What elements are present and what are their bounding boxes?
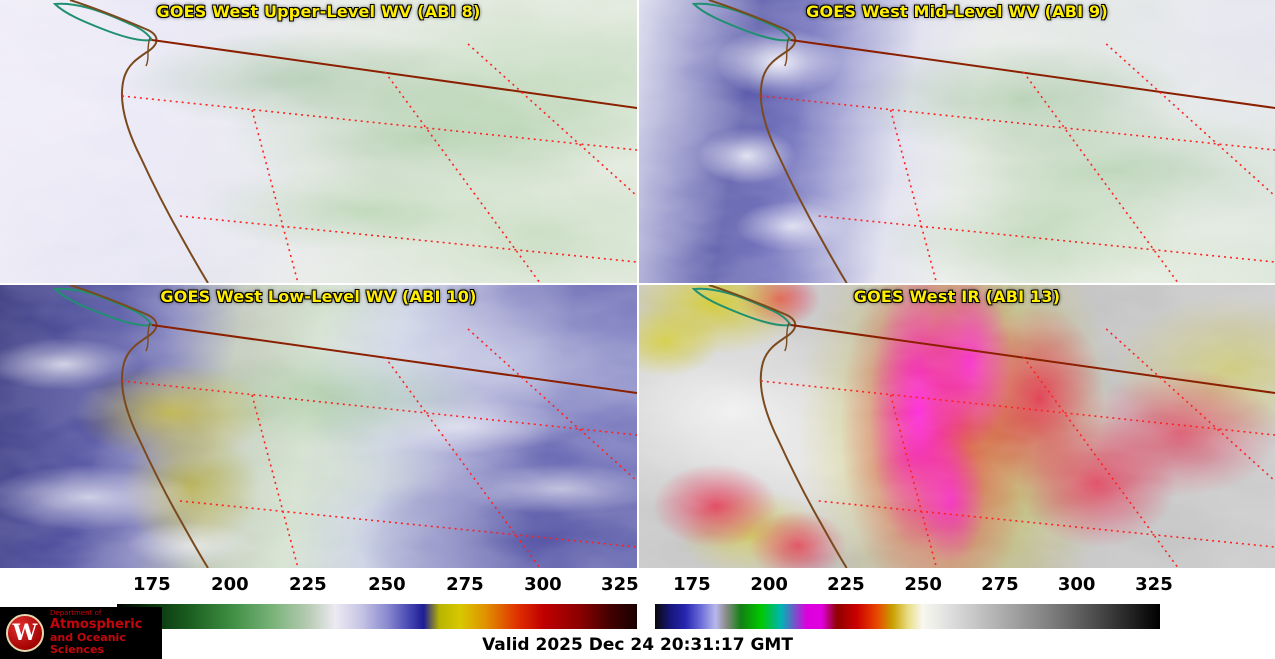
ir-colorbar: [655, 604, 1160, 629]
crest-letter: W: [12, 620, 38, 646]
logo-line2: Atmospheric: [50, 616, 143, 632]
panel-mid-level-wv: GOES West Mid-Level WV (ABI 9): [639, 0, 1275, 283]
tick-label: 175: [133, 574, 171, 595]
panel-ir: GOES West IR (ABI 13): [639, 285, 1275, 568]
map-overlay: [0, 0, 637, 283]
footer: 175 200 225 250 275 300 325 175 200 225 …: [0, 568, 1275, 659]
tick-label: 300: [524, 574, 562, 595]
tick-label: 250: [904, 574, 942, 595]
logo-line3: and Oceanic Sciences: [50, 630, 126, 656]
map-overlay: [0, 285, 637, 568]
tick-label: 175: [673, 574, 711, 595]
map-overlay: [639, 0, 1275, 283]
wv-colorbar: [117, 604, 637, 629]
uw-crest-icon: W: [6, 614, 44, 652]
tick-label: 275: [981, 574, 1019, 595]
logo-line1: Department of: [50, 608, 102, 617]
tick-label: 275: [446, 574, 484, 595]
tick-label: 225: [289, 574, 327, 595]
logo-text: Department of Atmospheric and Oceanic Sc…: [50, 608, 156, 656]
tick-label: 325: [601, 574, 639, 595]
panel-title: GOES West Upper-Level WV (ABI 8): [156, 2, 481, 21]
panel-grid: GOES West Upper-Level WV (ABI 8) GOES We…: [0, 0, 1275, 568]
tick-label: 300: [1057, 574, 1096, 595]
panel-title: GOES West Low-Level WV (ABI 10): [160, 287, 477, 306]
tick-label: 200: [750, 574, 788, 595]
panel-upper-level-wv: GOES West Upper-Level WV (ABI 8): [0, 0, 637, 283]
valid-time: Valid 2025 Dec 24 20:31:17 GMT: [482, 635, 793, 655]
ir-colorbar-ticks: 175 200 225 250 275 300 325: [655, 574, 1173, 600]
uw-aos-logo: W Department of Atmospheric and Oceanic …: [0, 607, 162, 659]
tick-label: 250: [368, 574, 406, 595]
wv-colorbar-ticks: 175 200 225 250 275 300 325: [117, 574, 639, 600]
panel-low-level-wv: GOES West Low-Level WV (ABI 10): [0, 285, 637, 568]
panel-title: GOES West IR (ABI 13): [853, 287, 1061, 306]
map-overlay: [639, 285, 1275, 568]
tick-label: 225: [827, 574, 865, 595]
panel-title: GOES West Mid-Level WV (ABI 9): [806, 2, 1108, 21]
tick-label: 325: [1135, 574, 1173, 595]
tick-label: 200: [211, 574, 249, 595]
